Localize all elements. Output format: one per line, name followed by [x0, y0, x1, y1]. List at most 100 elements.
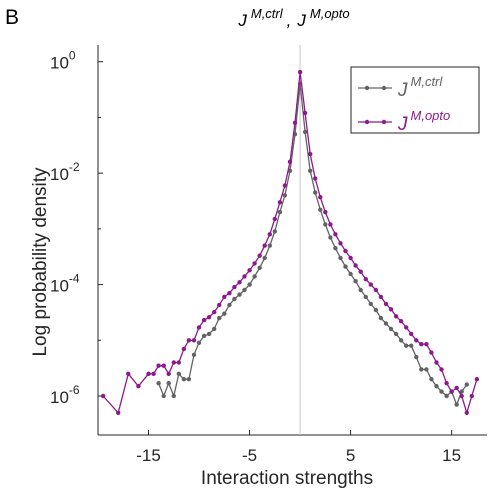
data-point [444, 393, 449, 399]
data-point [267, 243, 272, 248]
data-point [383, 301, 389, 307]
data-point [237, 280, 242, 285]
data-point [398, 338, 404, 343]
data-point [196, 340, 202, 345]
data-point [333, 246, 338, 251]
data-point [469, 393, 474, 399]
chart-title: J M,ctrl, J M,opto [237, 6, 349, 30]
data-point [181, 346, 187, 352]
legend-marker [364, 119, 370, 125]
data-point [161, 393, 166, 399]
data-point [368, 282, 373, 287]
title-base-1: J [237, 11, 247, 30]
data-point [353, 263, 358, 268]
data-point [323, 209, 328, 215]
data-point [348, 255, 353, 261]
plot-area: -15 -5 5 15 100 10-2 10-4 10-6 [50, 45, 487, 465]
data-point [232, 284, 237, 290]
data-point [196, 325, 202, 330]
data-point [308, 151, 313, 157]
data-point [429, 350, 434, 355]
data-point [404, 325, 409, 330]
data-point [323, 222, 328, 227]
data-point [277, 209, 283, 215]
data-point [393, 331, 399, 337]
data-point [242, 274, 247, 279]
data-point [181, 377, 187, 382]
data-point [252, 261, 257, 266]
data-point [272, 229, 277, 234]
data-point [424, 367, 429, 372]
series-line [102, 72, 478, 416]
data-point [191, 352, 197, 357]
data-point [186, 338, 192, 343]
data-point [439, 389, 444, 394]
data-point [156, 381, 161, 386]
data-point [318, 195, 323, 200]
data-point [212, 326, 217, 332]
data-point [388, 307, 394, 312]
data-point [297, 69, 303, 75]
data-point [171, 360, 176, 365]
data-point [338, 255, 343, 261]
title-base-2: J [296, 11, 306, 30]
data-point [419, 342, 424, 347]
data-point [217, 302, 222, 308]
legend-marker [381, 85, 387, 91]
data-point [409, 331, 414, 337]
data-point [404, 343, 409, 348]
data-point [176, 371, 181, 376]
data-point [262, 255, 267, 261]
data-point [338, 241, 343, 246]
data-point [262, 243, 267, 248]
data-point [429, 377, 434, 382]
data-point [212, 309, 217, 315]
y-tick-label: 10-4 [50, 272, 80, 296]
data-point [232, 296, 237, 302]
title-sup-1: M,ctrl [251, 6, 284, 21]
data-point [388, 326, 394, 332]
data-point [414, 338, 419, 343]
x-tick-label: -15 [136, 446, 161, 465]
data-point [287, 159, 293, 164]
data-point [206, 315, 212, 320]
data-point [313, 190, 318, 195]
data-point [409, 343, 414, 348]
data-point [237, 292, 242, 297]
data-point [368, 301, 373, 307]
data-point [201, 333, 207, 339]
data-point [161, 363, 166, 368]
data-point [257, 265, 262, 270]
data-point [464, 410, 469, 415]
x-tick-label: 5 [346, 446, 355, 465]
data-point [474, 377, 480, 382]
data-point [464, 382, 469, 387]
title-sup-2: M,opto [310, 6, 350, 21]
data-point [282, 193, 288, 198]
data-point [444, 381, 449, 386]
data-point [454, 402, 459, 407]
data-point [146, 371, 151, 376]
data-point [373, 307, 379, 313]
data-point [393, 314, 399, 319]
data-point [308, 168, 313, 173]
data-point [222, 294, 227, 300]
data-point [247, 282, 252, 287]
data-point [116, 410, 121, 415]
data-point [373, 287, 379, 293]
data-point [217, 315, 222, 321]
data-point [126, 371, 131, 376]
x-tick-label: -5 [242, 446, 257, 465]
data-point [166, 371, 171, 376]
data-point [434, 384, 439, 389]
data-point [171, 393, 176, 399]
data-point [318, 207, 323, 212]
x-axis-label: Interaction strengths [201, 468, 373, 489]
title-separator: , [287, 11, 292, 30]
data-point [252, 274, 257, 279]
data-point [414, 354, 419, 360]
legend-marker [364, 85, 370, 91]
data-point [459, 389, 464, 394]
data-point [272, 216, 277, 222]
